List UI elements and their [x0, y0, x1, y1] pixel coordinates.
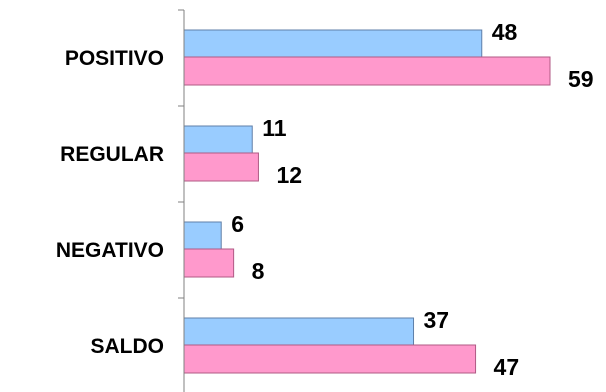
- bar-saldo-series2: [183, 344, 477, 374]
- bar-negativo-series1: [183, 221, 222, 251]
- bars-layer: [183, 29, 551, 374]
- value-label-saldo-series1: 37: [424, 307, 450, 333]
- bar-positivo-series2: [183, 56, 551, 86]
- bar-regular-series1: [183, 125, 253, 155]
- value-label-positivo-series1: 48: [492, 19, 518, 45]
- bar-positivo-series1: [183, 29, 483, 59]
- category-label-saldo: SALDO: [91, 335, 165, 358]
- value-label-saldo-series2: 47: [494, 354, 520, 380]
- bar-saldo-series1: [183, 317, 415, 347]
- category-label-positivo: POSITIVO: [65, 47, 164, 70]
- category-labels: POSITIVO REGULAR NEGATIVO SALDO: [56, 47, 164, 358]
- value-label-negativo-series1: 6: [231, 211, 244, 237]
- bar-regular-series2: [183, 152, 259, 182]
- value-label-negativo-series2: 8: [252, 258, 265, 284]
- category-label-regular: REGULAR: [60, 143, 164, 166]
- category-label-negativo: NEGATIVO: [56, 239, 164, 262]
- value-labels: 48 59 11 12 68 37 47: [231, 19, 593, 380]
- bar-negativo-series2: [183, 248, 235, 278]
- value-label-regular-series2: 12: [276, 162, 302, 188]
- value-label-positivo-series2: 59: [568, 66, 594, 92]
- category-axis: [178, 9, 185, 392]
- value-label-regular-series1: 11: [262, 115, 287, 141]
